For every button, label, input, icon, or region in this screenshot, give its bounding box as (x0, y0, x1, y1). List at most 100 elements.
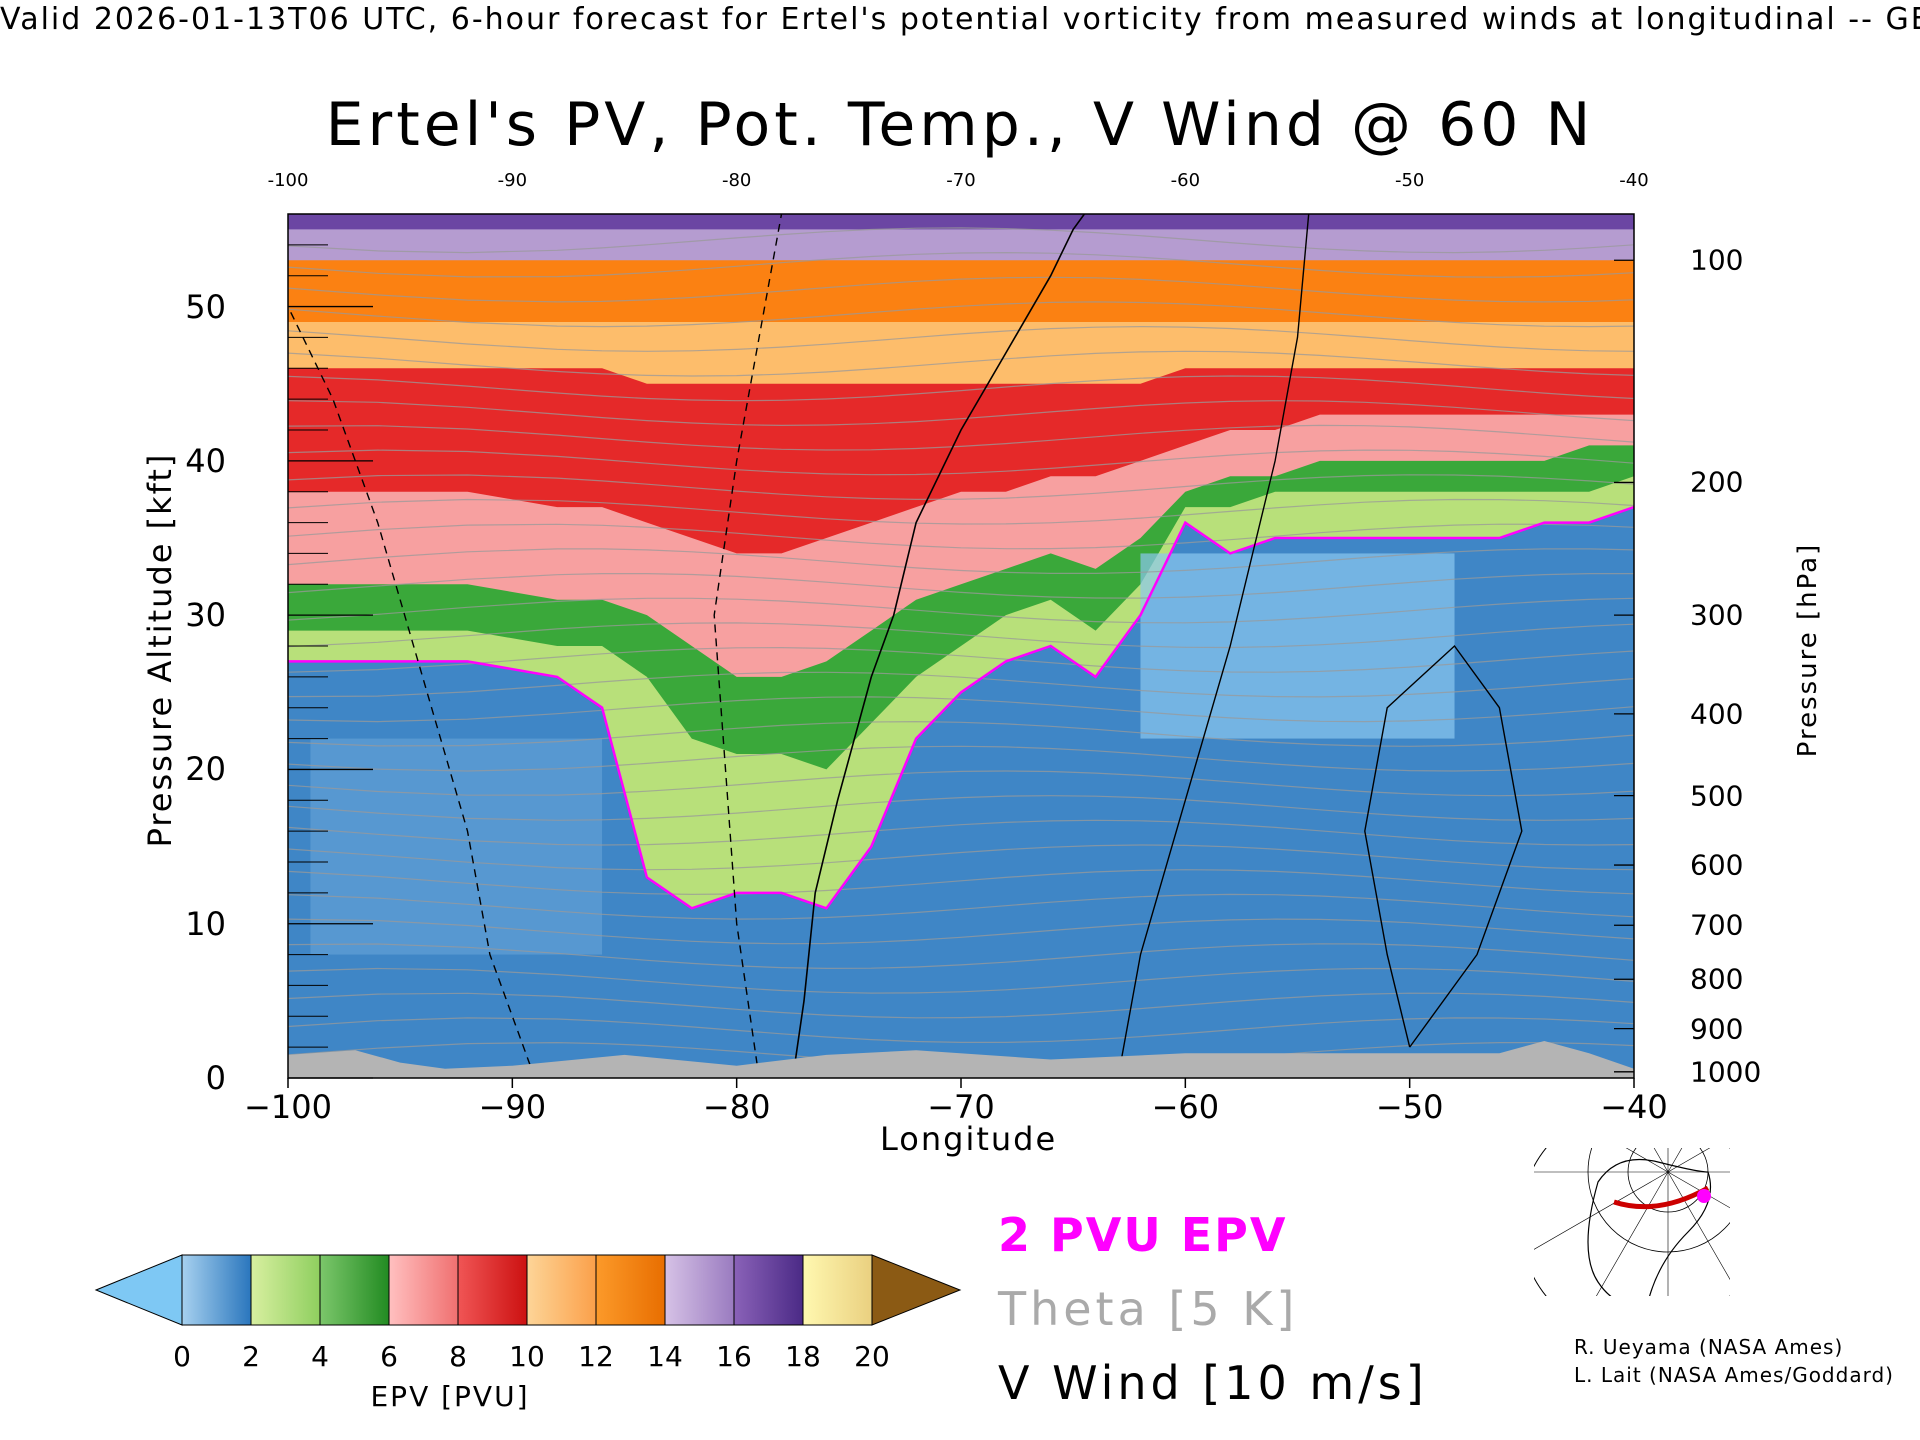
colorbar-tick-label: 16 (716, 1340, 752, 1373)
y-axis-label-left: Pressure Altitude [kft] (141, 452, 179, 848)
legend-vwind: V Wind [10 m/s] (998, 1356, 1428, 1410)
colorbar-over-arrow (871, 1254, 962, 1326)
credit-line-2: L. Lait (NASA Ames/Goddard) (1574, 1363, 1894, 1387)
theta-isentrope (288, 622, 1634, 649)
theta-isentrope (288, 646, 1634, 673)
vwind-negative-contour (713, 214, 783, 1078)
x-tick-label: −50 (1375, 1088, 1444, 1126)
y-tick-label: 20 (185, 750, 226, 789)
colorbar-tick-label: 14 (647, 1340, 683, 1373)
x-tick-label: −40 (1600, 1088, 1668, 1126)
theta-isentrope (288, 375, 1634, 402)
theta-isentrope (288, 227, 1634, 254)
theta-isentrope (288, 918, 1634, 945)
theta-isentrope (288, 301, 1634, 328)
colorbar-tick-label: 6 (380, 1340, 398, 1373)
colorbar-segment (181, 1254, 252, 1326)
theta-isentrope (288, 424, 1634, 451)
colorbar-segment (319, 1254, 390, 1326)
colorbar-tick-label: 18 (785, 1340, 821, 1373)
map-location-marker (1697, 1189, 1711, 1203)
colorbar-segment (526, 1254, 597, 1326)
theta-isentrope (288, 943, 1634, 970)
pressure-tick-label: 200 (1690, 465, 1744, 499)
x-tick-label: −60 (1151, 1088, 1220, 1126)
theta-isentrope (288, 325, 1634, 352)
map-globe-outline (1534, 1148, 1730, 1296)
x-tick-label-top: -80 (721, 170, 752, 191)
y-tick-label: 0 (205, 1059, 226, 1097)
colorbar-tick-label: 4 (311, 1340, 329, 1373)
x-tick-label: −90 (478, 1088, 547, 1126)
y-tick-label: 40 (185, 441, 226, 480)
low-epv-patch (310, 738, 603, 955)
theta-isentrope (288, 795, 1634, 821)
header-description: Valid 2026-01-13T06 UTC, 6-hour forecast… (0, 2, 1920, 37)
vwind-negative-contour (288, 306, 536, 1078)
epv-field (288, 214, 1634, 1078)
map-meridian (1667, 1171, 1730, 1209)
colorbar-under-arrow (94, 1254, 183, 1326)
theta-isentrope (288, 1017, 1634, 1043)
theta-isentrope (288, 844, 1634, 871)
vwind-zero-contour (792, 214, 1086, 1078)
theta-isentrope (288, 869, 1634, 896)
legend-2pvu: 2 PVU EPV (998, 1208, 1288, 1262)
map-coastline (1587, 1158, 1712, 1296)
colorbar-segment (664, 1254, 735, 1326)
legend-theta: Theta [5 K] (998, 1282, 1299, 1336)
theta-isentrope (288, 276, 1634, 303)
colorbar-segment (250, 1254, 321, 1326)
colorbar-tick-label: 2 (242, 1340, 260, 1373)
pressure-tick-label: 100 (1690, 243, 1744, 277)
theta-isentrope (288, 696, 1634, 723)
colorbar-tick-label: 10 (509, 1340, 545, 1373)
colorbar-tick-label: 8 (449, 1340, 467, 1373)
theta-isentrope (288, 992, 1634, 1019)
theta-isentrope (288, 400, 1634, 427)
map-meridian (1534, 1171, 1669, 1250)
theta-isentrope (288, 671, 1634, 698)
theta-isentrope (288, 350, 1634, 377)
map-meridian (1653, 1148, 1669, 1173)
colorbar-segment (388, 1254, 459, 1326)
y-tick-label: 30 (185, 596, 226, 635)
theta-isentrope (288, 967, 1634, 994)
map-meridian (1667, 1148, 1683, 1173)
theta-isentrope (288, 523, 1634, 550)
theta-isentrope (288, 720, 1634, 747)
colorbar-segment (733, 1254, 804, 1326)
theta-isentrope (288, 251, 1634, 278)
x-tick-label: −100 (244, 1088, 332, 1126)
theta-isentrope (288, 474, 1634, 501)
locator-map-inset (1534, 1148, 1730, 1296)
x-tick-label: −70 (927, 1088, 995, 1126)
x-tick-label-top: -60 (1170, 170, 1201, 191)
x-tick-label: −80 (702, 1088, 771, 1126)
pressure-tick-label: 1000 (1690, 1055, 1762, 1089)
theta-isentrope (288, 548, 1634, 574)
x-tick-label-top: -90 (497, 170, 528, 191)
theta-isentrope (288, 819, 1634, 846)
theta-isentrope (288, 745, 1634, 772)
pressure-tick-label: 600 (1690, 848, 1744, 882)
vwind-contour (1364, 644, 1523, 1048)
chart-title: Ertel's PV, Pot. Temp., V Wind @ 60 N (325, 90, 1595, 160)
pressure-tick-label: 300 (1690, 598, 1744, 632)
colorbar-segment (457, 1254, 528, 1326)
surface-terrain (288, 1041, 1634, 1078)
pressure-tick-label: 800 (1690, 962, 1744, 996)
colorbar-label: EPV [PVU] (370, 1380, 530, 1413)
x-tick-label-top: -40 (1619, 170, 1649, 191)
vwind-contour (1117, 214, 1310, 1078)
map-meridian (1667, 1148, 1711, 1173)
tropopause-2pvu-contour (288, 505, 1634, 910)
colorbar-segment (595, 1254, 666, 1326)
x-tick-label-top: -50 (1394, 170, 1425, 191)
x-tick-label-top: -100 (267, 170, 309, 191)
colorbar-segment (802, 1254, 873, 1326)
y-tick-label: 10 (185, 904, 226, 943)
pressure-tick-label: 400 (1690, 697, 1744, 731)
map-meridian (1625, 1148, 1669, 1173)
theta-isentrope (288, 573, 1634, 599)
